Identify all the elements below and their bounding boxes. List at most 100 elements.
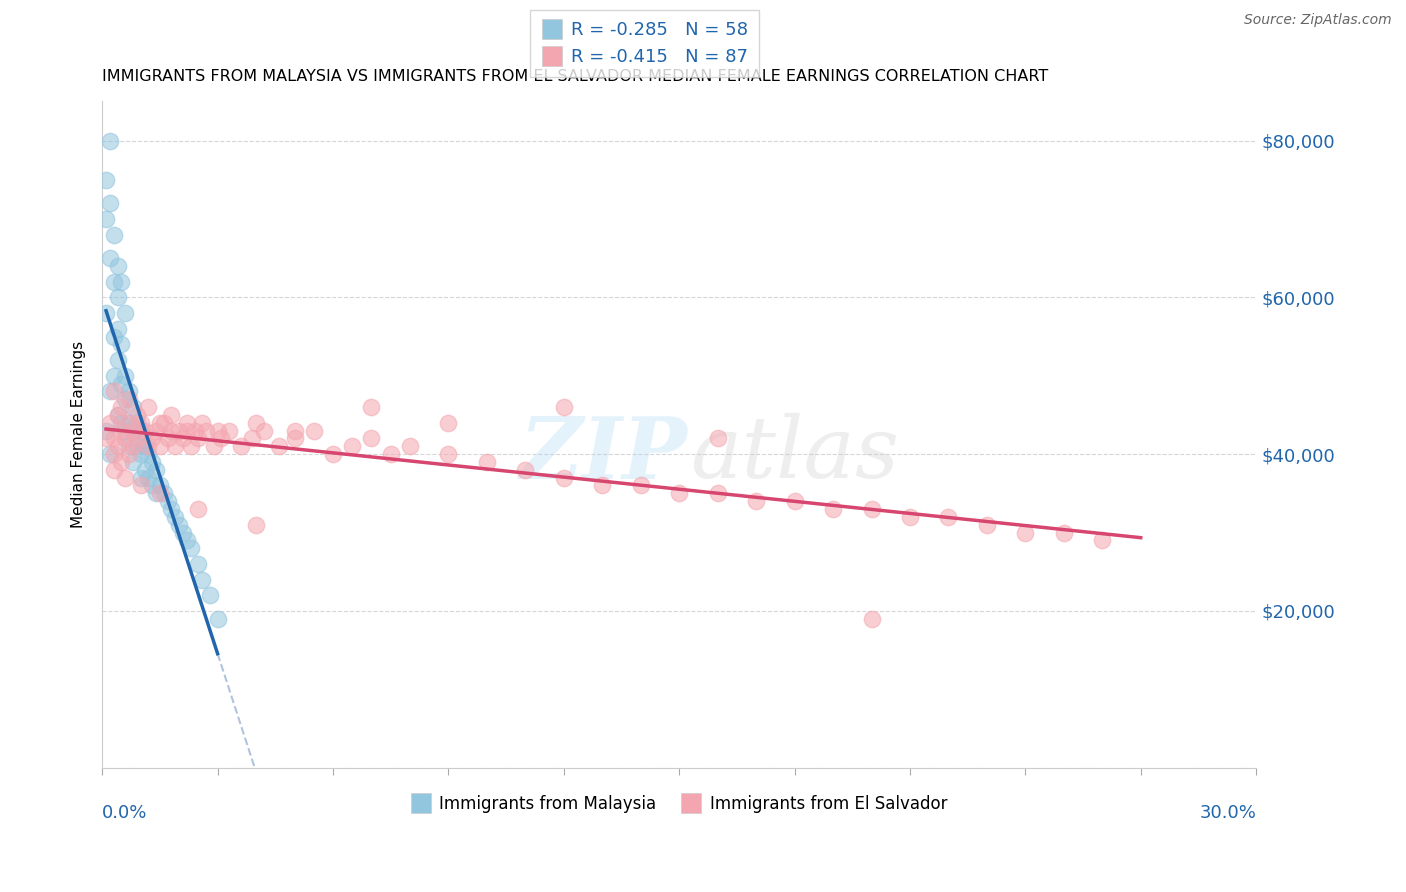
Point (122, 400, 145, 414)
Point (110, 400, 132, 414)
Point (207, 424, 229, 438)
Point (437, 416, 460, 430)
Point (103, 463, 125, 477)
Point (103, 432, 125, 446)
Point (107, 290, 129, 304)
Point (172, 432, 194, 446)
Point (380, 447, 402, 461)
Point (437, 447, 460, 461)
Point (103, 447, 125, 461)
Text: IMMIGRANTS FROM MALAYSIA VS IMMIGRANTS FROM EL SALVADOR MEDIAN FEMALE EARNINGS C: IMMIGRANTS FROM MALAYSIA VS IMMIGRANTS F… (103, 69, 1049, 84)
Point (706, 432, 728, 446)
Point (165, 439, 187, 453)
Point (322, 447, 344, 461)
Point (103, 275, 125, 289)
Point (118, 439, 141, 453)
Point (129, 424, 152, 438)
Point (125, 416, 148, 430)
Point (360, 400, 382, 414)
Point (167, 517, 190, 532)
Point (110, 275, 132, 289)
Point (110, 424, 132, 438)
Point (180, 541, 202, 556)
Point (114, 432, 136, 446)
Point (783, 494, 806, 508)
Point (172, 525, 194, 540)
Point (138, 439, 160, 453)
Point (183, 424, 205, 438)
Point (160, 502, 183, 516)
Point (122, 424, 145, 438)
Point (706, 486, 728, 500)
Point (160, 424, 183, 438)
Point (149, 486, 172, 500)
Point (152, 416, 174, 430)
Point (283, 432, 305, 446)
Text: 0.0%: 0.0% (103, 805, 148, 822)
Point (114, 424, 136, 438)
Text: 30.0%: 30.0% (1199, 805, 1256, 822)
Point (94, 432, 117, 446)
Point (107, 408, 129, 422)
Point (110, 337, 132, 351)
Point (114, 392, 136, 407)
Point (118, 392, 141, 407)
Y-axis label: Median Female Earnings: Median Female Earnings (72, 341, 86, 528)
Point (152, 486, 174, 500)
Point (475, 455, 498, 469)
Point (118, 416, 141, 430)
Point (1053, 525, 1076, 540)
Point (134, 463, 156, 477)
Point (191, 416, 214, 430)
Text: atlas: atlas (690, 413, 898, 496)
Point (98, 416, 121, 430)
Point (118, 447, 141, 461)
Point (98, 384, 121, 399)
Point (103, 227, 125, 242)
Point (198, 588, 221, 602)
Point (553, 470, 575, 484)
Point (149, 478, 172, 492)
Point (122, 439, 145, 453)
Point (218, 424, 240, 438)
Point (98, 251, 121, 265)
Point (360, 432, 382, 446)
Point (211, 432, 233, 446)
Point (207, 612, 229, 626)
Point (1014, 525, 1036, 540)
Point (156, 494, 179, 508)
Point (156, 432, 179, 446)
Point (114, 470, 136, 484)
Point (167, 424, 190, 438)
Point (149, 416, 172, 430)
Point (107, 321, 129, 335)
Point (745, 494, 768, 508)
Point (976, 517, 998, 532)
Point (668, 486, 690, 500)
Point (107, 353, 129, 368)
Point (114, 368, 136, 383)
Point (129, 447, 152, 461)
Point (145, 424, 167, 438)
Point (98, 134, 121, 148)
Point (591, 478, 613, 492)
Point (342, 439, 364, 453)
Point (125, 408, 148, 422)
Point (191, 573, 214, 587)
Point (187, 557, 209, 571)
Point (94, 211, 117, 226)
Point (118, 384, 141, 399)
Point (160, 408, 183, 422)
Point (229, 439, 252, 453)
Point (138, 400, 160, 414)
Point (107, 408, 129, 422)
Point (141, 455, 163, 469)
Point (129, 416, 152, 430)
Point (553, 400, 575, 414)
Point (860, 612, 883, 626)
Point (515, 463, 537, 477)
Point (399, 439, 422, 453)
Point (245, 416, 267, 430)
Point (98, 196, 121, 211)
Point (98, 447, 121, 461)
